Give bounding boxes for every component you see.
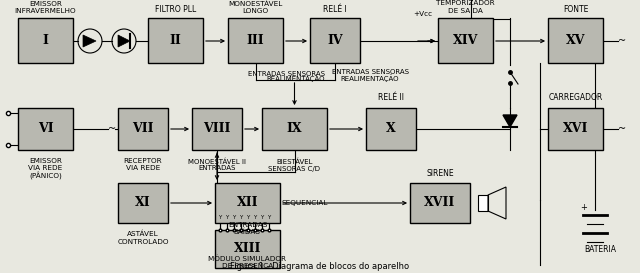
Text: ASTÁVEL
CONTROLADO: ASTÁVEL CONTROLADO [117, 231, 169, 245]
Text: RELÉ I: RELÉ I [323, 5, 347, 14]
Text: XV: XV [566, 34, 585, 47]
Text: ~: ~ [618, 36, 626, 46]
Bar [548, 18, 603, 63]
Bar [310, 18, 360, 63]
Text: X: X [386, 123, 396, 135]
Text: EMISSOR
VIA REDE
(PÂNICO): EMISSOR VIA REDE (PÂNICO) [28, 158, 63, 180]
Text: Figura 1 - Diagrama de blocos do aparelho: Figura 1 - Diagrama de blocos do aparelh… [230, 262, 410, 271]
Text: FILTRO PLL: FILTRO PLL [155, 5, 196, 14]
Text: +Vcc: +Vcc [413, 11, 432, 17]
Bar [215, 230, 280, 268]
Text: XIV: XIV [453, 34, 478, 47]
Text: CARREGADOR: CARREGADOR [548, 93, 603, 102]
Bar [215, 183, 280, 223]
Bar [262, 108, 327, 150]
Text: REALIMENTAÇÃO: REALIMENTAÇÃO [266, 74, 325, 82]
Text: XI: XI [135, 197, 151, 209]
Text: VI: VI [38, 123, 53, 135]
Text: Y: Y [253, 215, 257, 220]
Bar [148, 18, 203, 63]
Bar [366, 108, 416, 150]
Text: I: I [43, 34, 49, 47]
Bar [18, 18, 73, 63]
Text: +: + [580, 203, 587, 212]
Text: XII: XII [237, 197, 259, 209]
Text: II: II [170, 34, 181, 47]
Text: BIESTÁVEL
SENSORAS C/D: BIESTÁVEL SENSORAS C/D [269, 158, 321, 171]
Text: SIRENE: SIRENE [426, 169, 454, 178]
Text: RELÉ II: RELÉ II [378, 93, 404, 102]
Bar [18, 108, 73, 150]
Text: ~: ~ [108, 124, 116, 134]
Text: Y: Y [232, 215, 236, 220]
Text: Y: Y [260, 215, 264, 220]
Text: Y: Y [268, 215, 271, 220]
Text: XVII: XVII [424, 197, 456, 209]
Text: Y: Y [218, 215, 221, 220]
Bar [438, 18, 493, 63]
Text: XVI: XVI [563, 123, 588, 135]
Text: XIII: XIII [234, 242, 261, 256]
Text: MONOESTÁVEL
LONGO: MONOESTÁVEL LONGO [228, 1, 283, 14]
Text: Y: Y [239, 215, 243, 220]
Text: III: III [246, 34, 264, 47]
Text: IX: IX [287, 123, 302, 135]
Polygon shape [503, 115, 517, 127]
Text: VIII: VIII [204, 123, 230, 135]
Bar [548, 108, 603, 150]
Text: TEMPORIZADOR
DE SAÍDA: TEMPORIZADOR DE SAÍDA [436, 0, 495, 14]
Text: ENTRADAS SENSORAS: ENTRADAS SENSORAS [332, 69, 408, 75]
Text: SAÍDAS: SAÍDAS [234, 228, 261, 235]
Text: Y: Y [246, 215, 250, 220]
Bar [410, 183, 470, 223]
Polygon shape [118, 35, 130, 47]
Bar [478, 195, 488, 211]
Bar [118, 108, 168, 150]
Text: ENTRADAS SENSORAS: ENTRADAS SENSORAS [248, 71, 325, 77]
Polygon shape [83, 35, 96, 47]
Text: VII: VII [132, 123, 154, 135]
Bar [192, 108, 242, 150]
Text: MÓDULO SIMULADOR
DE PRESENÇA: MÓDULO SIMULADOR DE PRESENÇA [209, 256, 287, 269]
Text: BATERIA: BATERIA [584, 245, 616, 254]
Bar [118, 183, 168, 223]
Bar [228, 18, 283, 63]
Text: Y: Y [225, 215, 228, 220]
Text: EMISSOR
INFRAVERMELHO: EMISSOR INFRAVERMELHO [15, 1, 76, 14]
Text: SEQUENCIAL: SEQUENCIAL [282, 200, 328, 206]
Text: ENTRADAS: ENTRADAS [228, 222, 267, 228]
Text: REALIMENTAÇÃO: REALIMENTAÇÃO [340, 74, 399, 82]
Text: IV: IV [327, 34, 343, 47]
Text: RECEPTOR
VIA REDE: RECEPTOR VIA REDE [124, 158, 163, 171]
Text: MONOESTÁVEL II
ENTRADAS: MONOESTÁVEL II ENTRADAS [188, 158, 246, 171]
Text: ~: ~ [618, 124, 626, 134]
Text: FONTE: FONTE [563, 5, 588, 14]
